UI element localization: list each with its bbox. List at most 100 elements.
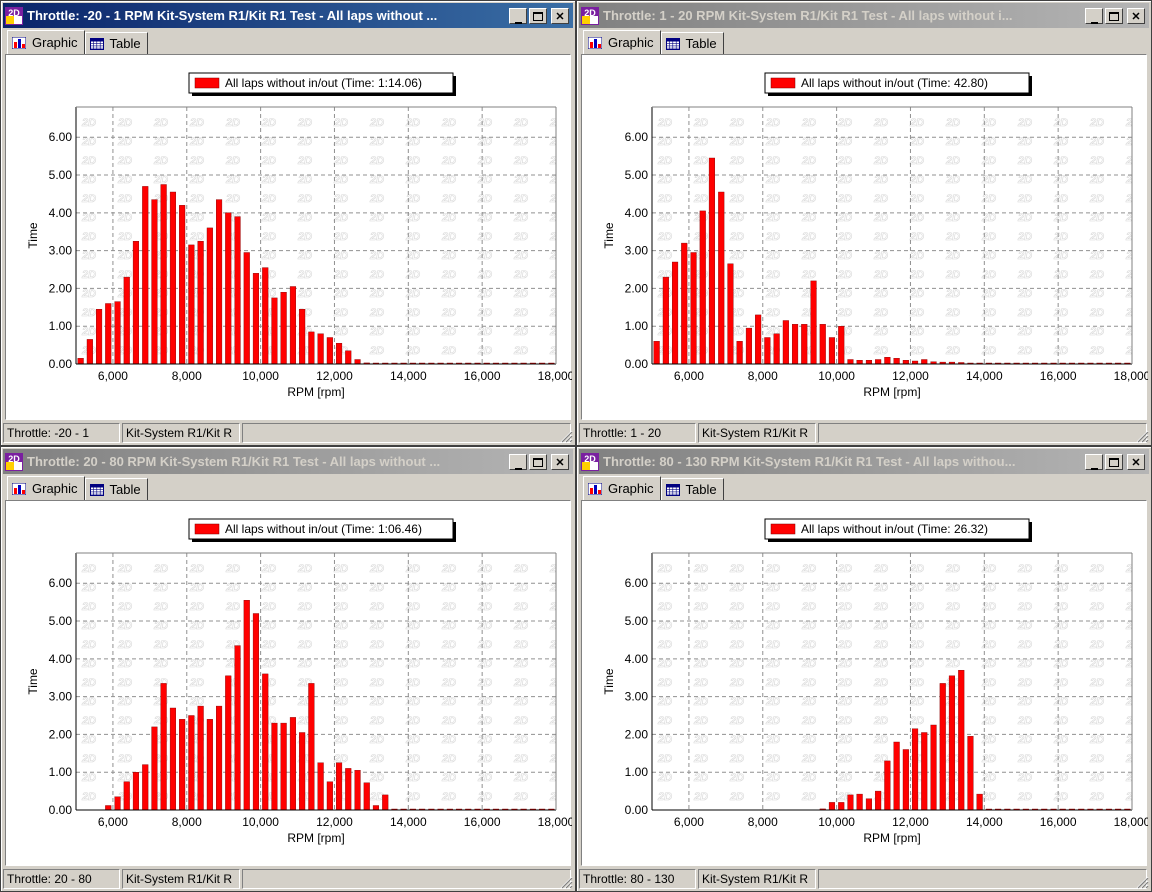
tab-table[interactable]: Table bbox=[660, 478, 724, 500]
tab-label: Graphic bbox=[608, 35, 654, 50]
window-title: Throttle: 1 - 20 RPM Kit-System R1/Kit R… bbox=[603, 8, 1013, 23]
legend-swatch bbox=[194, 523, 220, 535]
title-bar[interactable]: 2D Throttle: 1 - 20 RPM Kit-System R1/Kit… bbox=[579, 3, 1149, 28]
histogram-bar bbox=[363, 782, 370, 811]
throttle-window-4: 2D Throttle: 80 - 130 RPM Kit-System R1/K… bbox=[576, 446, 1152, 892]
histogram-bar bbox=[317, 762, 324, 811]
resize-grip-icon[interactable] bbox=[559, 429, 573, 443]
close-button[interactable]: ✕ bbox=[1127, 453, 1145, 470]
status-bar: Throttle: -20 - 1 Kit-System R1/Kit R bbox=[3, 423, 573, 443]
legend-label: All laps without in/out (Time: 1:06.46) bbox=[225, 522, 422, 536]
x-tick-label: 10,000 bbox=[818, 369, 855, 383]
histogram-bar bbox=[708, 157, 715, 365]
window-title: Throttle: 20 - 80 RPM Kit-System R1/Kit … bbox=[27, 454, 441, 469]
tab-label: Graphic bbox=[32, 481, 78, 496]
minimize-button[interactable] bbox=[1085, 7, 1103, 24]
x-tick-label: 18,000 bbox=[538, 369, 572, 383]
maximize-button[interactable] bbox=[1105, 7, 1123, 24]
histogram-bar bbox=[764, 337, 771, 365]
chart-panel: 2D0.001.002.003.004.005.006.006,0008,000… bbox=[581, 54, 1148, 420]
histogram-bar bbox=[856, 360, 863, 365]
graphic-tab-icon bbox=[588, 482, 602, 495]
histogram-bar bbox=[95, 308, 103, 365]
histogram-bar bbox=[838, 802, 845, 811]
histogram-bar bbox=[930, 724, 937, 811]
tab-table[interactable]: Table bbox=[84, 32, 148, 54]
histogram-bar bbox=[105, 805, 112, 811]
x-tick-label: 18,000 bbox=[538, 815, 572, 829]
status-bar: Throttle: 1 - 20 Kit-System R1/Kit R bbox=[579, 423, 1149, 443]
histogram-bar bbox=[875, 359, 882, 365]
histogram-bar bbox=[262, 267, 269, 365]
x-axis-label: RPM [rpm] bbox=[863, 831, 920, 845]
minimize-button[interactable] bbox=[1085, 453, 1103, 470]
histogram-bar bbox=[132, 772, 139, 811]
status-throttle-range: Throttle: 20 - 80 bbox=[3, 869, 120, 889]
histogram-bar bbox=[299, 308, 306, 365]
close-button[interactable]: ✕ bbox=[551, 7, 569, 24]
histogram-bar bbox=[791, 324, 799, 365]
close-button[interactable]: ✕ bbox=[1127, 7, 1145, 24]
y-tick-label: 1.00 bbox=[625, 765, 649, 779]
resize-grip-icon[interactable] bbox=[559, 875, 573, 889]
tab-table[interactable]: Table bbox=[660, 32, 724, 54]
histogram-bar bbox=[225, 675, 232, 811]
throttle-window-2: 2D Throttle: 1 - 20 RPM Kit-System R1/Kit… bbox=[576, 0, 1152, 446]
y-tick-label: 4.00 bbox=[625, 652, 649, 666]
close-button[interactable]: ✕ bbox=[551, 453, 569, 470]
histogram-bar bbox=[865, 360, 873, 365]
histogram-bar bbox=[215, 199, 223, 365]
histogram-bar bbox=[252, 273, 260, 365]
histogram-bar bbox=[939, 683, 946, 811]
tab-table[interactable]: Table bbox=[84, 478, 148, 500]
tab-label: Table bbox=[685, 482, 717, 497]
status-empty-panel bbox=[818, 423, 1147, 443]
x-tick-label: 6,000 bbox=[98, 369, 128, 383]
status-throttle-range: Throttle: 80 - 130 bbox=[579, 869, 696, 889]
histogram-bar bbox=[280, 722, 287, 811]
histogram-bar bbox=[736, 341, 743, 365]
resize-grip-icon[interactable] bbox=[1135, 875, 1149, 889]
throttle-window-3: 2D Throttle: 20 - 80 RPM Kit-System R1/Ki… bbox=[0, 446, 576, 892]
x-tick-label: 14,000 bbox=[390, 369, 427, 383]
maximize-button[interactable] bbox=[529, 7, 547, 24]
title-bar[interactable]: 2D Throttle: -20 - 1 RPM Kit-System R1/Ki… bbox=[3, 3, 573, 28]
chart-legend: All laps without in/out (Time: 26.32) bbox=[764, 518, 1032, 542]
y-axis-label: Time bbox=[26, 222, 40, 249]
histogram-bar bbox=[958, 669, 965, 811]
title-bar[interactable]: 2D Throttle: 80 - 130 RPM Kit-System R1/K… bbox=[579, 449, 1149, 474]
rpm-histogram-chart: 2D0.001.002.003.004.005.006.006,0008,000… bbox=[602, 72, 1148, 399]
maximize-button[interactable] bbox=[1105, 453, 1123, 470]
table-tab-icon bbox=[665, 483, 680, 496]
histogram-bar bbox=[847, 794, 854, 811]
minimize-button[interactable] bbox=[509, 453, 527, 470]
x-tick-label: 16,000 bbox=[1040, 815, 1077, 829]
histogram-bar bbox=[123, 781, 130, 811]
legend-swatch bbox=[770, 523, 796, 535]
chart-panel: 2D0.001.002.003.004.005.006.006,0008,000… bbox=[5, 500, 572, 866]
y-tick-label: 5.00 bbox=[49, 614, 73, 628]
histogram-bar bbox=[243, 599, 250, 811]
x-tick-label: 14,000 bbox=[966, 369, 1003, 383]
maximize-icon bbox=[533, 457, 543, 467]
maximize-button[interactable] bbox=[529, 453, 547, 470]
y-tick-label: 6.00 bbox=[625, 576, 649, 590]
tab-graphic[interactable]: Graphic bbox=[583, 30, 661, 54]
rpm-histogram-chart: 2D0.001.002.003.004.005.006.006,0008,000… bbox=[602, 518, 1148, 845]
x-tick-label: 12,000 bbox=[316, 369, 353, 383]
tab-graphic[interactable]: Graphic bbox=[583, 476, 661, 500]
minimize-icon bbox=[1090, 467, 1098, 470]
tab-graphic[interactable]: Graphic bbox=[7, 476, 85, 500]
tab-graphic[interactable]: Graphic bbox=[7, 30, 85, 54]
legend-label: All laps without in/out (Time: 26.32) bbox=[801, 522, 988, 536]
resize-grip-icon[interactable] bbox=[1135, 429, 1149, 443]
histogram-bar bbox=[902, 360, 909, 365]
histogram-bar bbox=[317, 333, 324, 365]
status-session: Kit-System R1/Kit R bbox=[698, 423, 816, 443]
histogram-bar bbox=[653, 341, 660, 365]
histogram-bar bbox=[225, 212, 232, 365]
minimize-button[interactable] bbox=[509, 7, 527, 24]
x-tick-label: 12,000 bbox=[892, 369, 929, 383]
status-empty-panel bbox=[818, 869, 1147, 889]
title-bar[interactable]: 2D Throttle: 20 - 80 RPM Kit-System R1/Ki… bbox=[3, 449, 573, 474]
